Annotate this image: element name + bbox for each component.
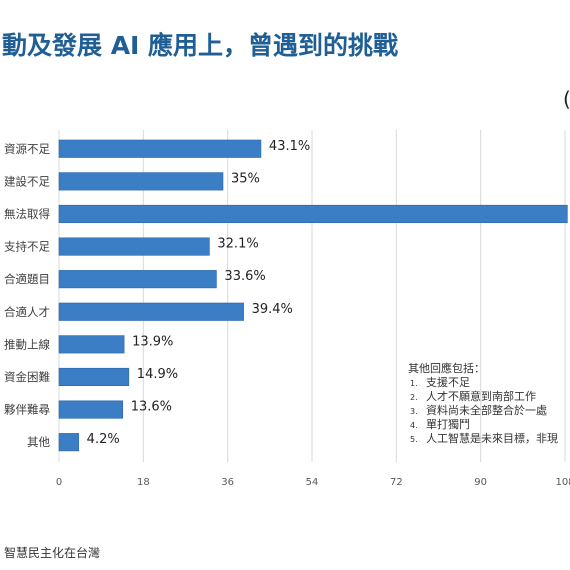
- note-items: 1. 支援不足 2. 人才不願意到南部工作 3. 資料尚未全部整合於一處 4. 單打獨鬥 5. 人…: [410, 375, 558, 445]
- data-label: 32.1%: [217, 237, 258, 252]
- other-responses-note: 其他回應包括： 1. 支援不足 2. 人才不願意到南部工作 3. 資料尚未全部整合於一處 4…: [408, 361, 558, 445]
- bar: [58, 139, 262, 158]
- footer-text: 智慧民主化在台灣: [4, 545, 100, 560]
- category-label: 其他: [27, 435, 50, 449]
- bar: [58, 172, 224, 191]
- x-tick-label: 108: [555, 477, 570, 488]
- data-label: 39.4%: [252, 302, 293, 317]
- data-label: 35%: [231, 171, 260, 186]
- data-label: 43.1%: [269, 139, 310, 154]
- note-item-number: 4.: [410, 421, 418, 430]
- data-label: 13.6%: [131, 400, 172, 415]
- bar: [58, 400, 124, 419]
- category-label: 資金困難: [4, 370, 50, 384]
- bar: [58, 335, 125, 354]
- category-label: 建設不足: [4, 174, 50, 188]
- note-item-number: 3.: [410, 407, 418, 416]
- note-item-number: 2.: [410, 393, 418, 402]
- data-label: 33.6%: [224, 269, 265, 284]
- bar: [58, 433, 79, 452]
- note-heading: 其他回應包括：: [408, 361, 485, 375]
- category-label: 支持不足: [4, 240, 50, 254]
- note-item-text: 人工智慧是未來目標，非現: [426, 431, 558, 445]
- x-axis-ticks: 0 18 36 54 72 90 108: [56, 477, 570, 488]
- category-label: 夥伴難尋: [4, 403, 50, 417]
- bar: [58, 237, 210, 256]
- note-item-text: 支援不足: [426, 375, 470, 389]
- note-item-number: 1.: [410, 379, 418, 388]
- note-item-text: 資料尚未全部整合於一處: [426, 403, 547, 417]
- data-label: 14.9%: [137, 367, 178, 382]
- note-item-text: 人才不願意到南部工作: [426, 389, 536, 403]
- bar: [58, 204, 568, 223]
- category-label: 資源不足: [4, 142, 50, 156]
- x-tick-label: 72: [390, 477, 403, 488]
- data-label: 13.9%: [132, 334, 173, 349]
- bar: [58, 270, 217, 289]
- x-tick-label: 90: [474, 477, 487, 488]
- category-label: 無法取得: [4, 207, 50, 221]
- category-label: 推動上線: [4, 337, 50, 351]
- x-tick-label: 36: [221, 477, 234, 488]
- bars: [58, 139, 568, 452]
- x-tick-label: 0: [56, 477, 62, 488]
- bar: [58, 302, 244, 321]
- data-label: 4.2%: [87, 432, 120, 447]
- bar: [58, 367, 130, 387]
- category-label: 合適題目: [4, 272, 50, 286]
- note-item-text: 單打獨鬥: [426, 417, 470, 431]
- x-tick-label: 18: [137, 477, 150, 488]
- unit-marker: (: [563, 87, 570, 111]
- chart-title: 動及發展 AI 應用上，曾遇到的挑戰: [2, 31, 398, 60]
- data-labels: 43.1% 35% 32.1% 33.6% 39.4% 13.9% 14.9% 13.6% 4.…: [87, 139, 311, 447]
- category-label: 合適人才: [4, 305, 50, 319]
- note-item-number: 5.: [410, 435, 418, 444]
- x-tick-label: 54: [306, 477, 319, 488]
